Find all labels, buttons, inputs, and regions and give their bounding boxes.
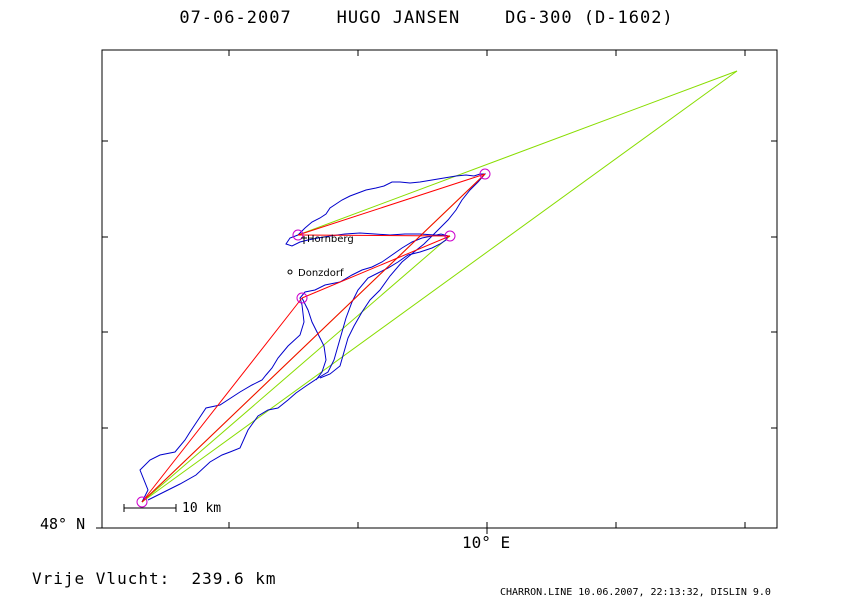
axis-ticks [96, 50, 777, 534]
flight-track [139, 233, 449, 503]
task-legs [141, 173, 486, 503]
place-label-donzdorf: Donzdorf [298, 268, 344, 279]
fai-triangle [141, 70, 738, 503]
x-axis-label: 10° E [462, 533, 511, 552]
footer-credit: CHARRON.LINE 10.06.2007, 22:13:32, DISLI… [500, 587, 771, 598]
flight-track-3 [297, 173, 487, 379]
y-axis-label: 48° N [40, 515, 86, 533]
scale-bar [123, 504, 177, 512]
flight-track-4 [301, 297, 327, 381]
scale-label: 10 km [182, 501, 222, 516]
circle-icon [287, 269, 293, 275]
plot-frame [101, 49, 778, 529]
page-title: 07-06-2007 HUGO JANSEN DG-300 (D-1602) [179, 8, 674, 28]
glider-icon [301, 236, 307, 244]
distance-summary: Vrije Vlucht: 239.6 km [32, 569, 277, 588]
turnpoints [136, 168, 491, 508]
place-label-hornberg: Hornberg [307, 234, 354, 245]
distance-label: Vrije Vlucht: [32, 569, 171, 588]
distance-value: 239.6 km [191, 569, 277, 588]
